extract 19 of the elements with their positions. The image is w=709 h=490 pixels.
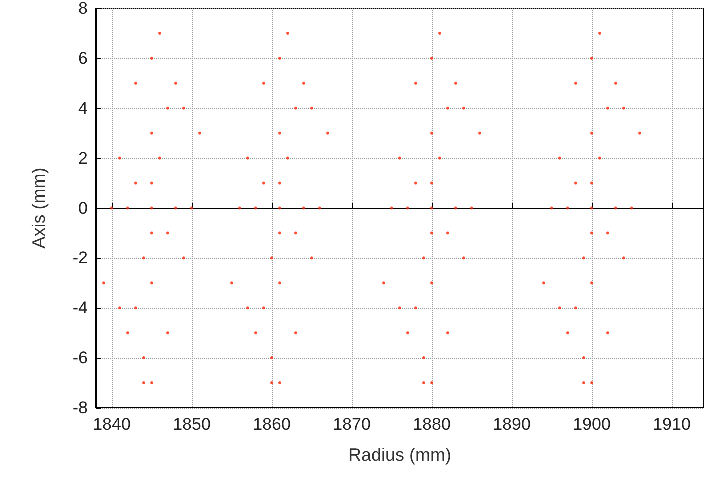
x-tick-label: 1850 bbox=[173, 415, 211, 434]
y-tick-label: -6 bbox=[72, 348, 88, 368]
y-axis-title: Axis (mm) bbox=[29, 168, 49, 249]
y-tick-label: 6 bbox=[78, 48, 88, 68]
y-tick-label: 0 bbox=[78, 198, 88, 218]
x-axis-title: Radius (mm) bbox=[348, 445, 452, 465]
y-tick-label: -4 bbox=[72, 298, 88, 318]
x-tick-label: 1880 bbox=[413, 415, 451, 434]
y-tick-label: 2 bbox=[78, 148, 88, 168]
x-tick-label: 1890 bbox=[493, 415, 531, 434]
y-tick-label: 4 bbox=[78, 98, 88, 118]
y-tick-label: 8 bbox=[78, 0, 88, 18]
y-tick-label: -2 bbox=[72, 248, 88, 268]
x-tick-label: 1840 bbox=[93, 415, 131, 434]
x-tick-label: 1910 bbox=[653, 415, 691, 434]
x-tick-label: 1870 bbox=[333, 415, 371, 434]
x-tick-label: 1900 bbox=[573, 415, 611, 434]
y-tick-label: -8 bbox=[72, 398, 88, 418]
x-tick-label: 1860 bbox=[253, 415, 291, 434]
